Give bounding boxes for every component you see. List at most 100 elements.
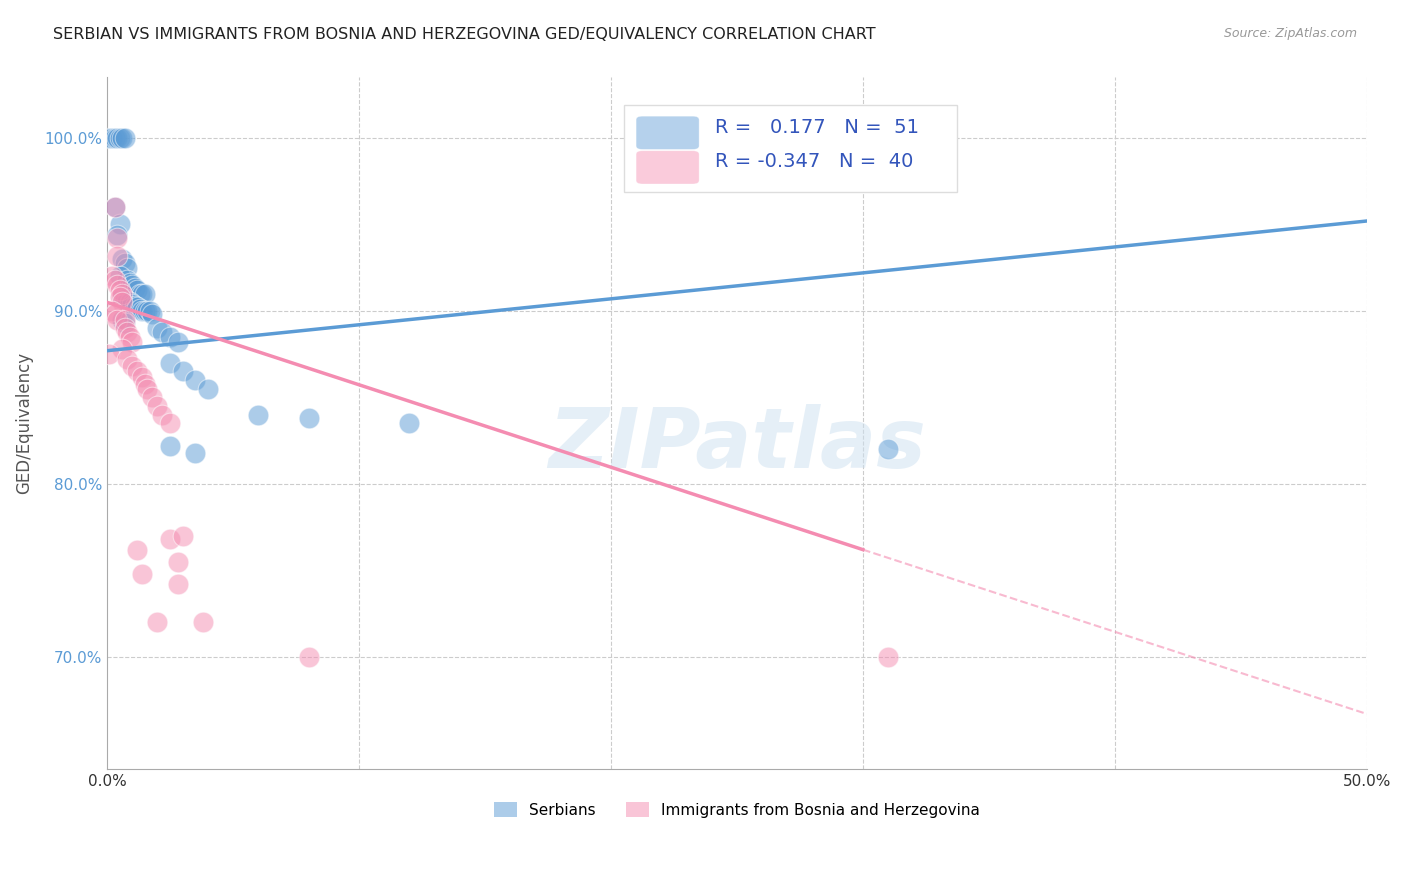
Point — [118, 277, 141, 291]
Text: SERBIAN VS IMMIGRANTS FROM BOSNIA AND HERZEGOVINA GED/EQUIVALENCY CORRELATION CH: SERBIAN VS IMMIGRANTS FROM BOSNIA AND HE… — [53, 27, 876, 42]
Point — [108, 269, 131, 284]
Text: R = -0.347   N =  40: R = -0.347 N = 40 — [716, 153, 914, 171]
Point — [166, 577, 188, 591]
Point — [297, 649, 319, 664]
Point — [98, 131, 121, 145]
Point — [166, 334, 188, 349]
Point — [127, 364, 149, 378]
Point — [134, 286, 156, 301]
Point — [103, 200, 125, 214]
Point — [146, 321, 169, 335]
Point — [136, 304, 159, 318]
Point — [128, 286, 150, 301]
FancyBboxPatch shape — [636, 116, 699, 149]
Point — [114, 292, 136, 306]
Point — [111, 252, 134, 266]
Point — [297, 411, 319, 425]
Point — [131, 286, 153, 301]
Point — [121, 297, 143, 311]
Point — [127, 283, 149, 297]
Point — [111, 312, 134, 326]
Point — [111, 131, 134, 145]
Point — [105, 312, 128, 326]
Point — [121, 359, 143, 374]
Point — [191, 615, 214, 630]
Point — [105, 278, 128, 293]
Point — [128, 302, 150, 317]
Point — [131, 304, 153, 318]
Point — [247, 408, 270, 422]
Point — [115, 325, 138, 339]
Point — [159, 417, 181, 431]
Legend: Serbians, Immigrants from Bosnia and Herzegovina: Serbians, Immigrants from Bosnia and Her… — [488, 796, 986, 824]
Point — [114, 131, 136, 145]
Point — [121, 278, 143, 293]
Point — [114, 255, 136, 269]
Point — [131, 369, 153, 384]
Point — [134, 376, 156, 391]
Point — [101, 131, 124, 145]
Y-axis label: GED/Equivalency: GED/Equivalency — [15, 352, 32, 494]
Point — [184, 446, 207, 460]
Point — [127, 301, 149, 315]
Point — [115, 273, 138, 287]
Point — [131, 566, 153, 581]
Point — [152, 325, 174, 339]
Point — [105, 131, 128, 145]
Point — [139, 304, 162, 318]
Point — [166, 555, 188, 569]
Point — [172, 364, 194, 378]
Point — [103, 131, 125, 145]
Point — [111, 342, 134, 356]
Point — [103, 273, 125, 287]
Point — [111, 290, 134, 304]
Point — [103, 200, 125, 214]
Point — [121, 334, 143, 349]
Point — [108, 218, 131, 232]
Point — [127, 542, 149, 557]
Point — [115, 260, 138, 275]
Point — [197, 382, 219, 396]
Point — [152, 408, 174, 422]
Point — [114, 316, 136, 330]
FancyBboxPatch shape — [623, 105, 957, 192]
Point — [136, 382, 159, 396]
Point — [159, 439, 181, 453]
Point — [134, 304, 156, 318]
Point — [103, 307, 125, 321]
Point — [108, 290, 131, 304]
Text: R =   0.177   N =  51: R = 0.177 N = 51 — [716, 118, 920, 136]
Point — [124, 281, 146, 295]
Point — [172, 529, 194, 543]
Point — [146, 615, 169, 630]
Point — [118, 295, 141, 310]
Point — [108, 283, 131, 297]
Point — [115, 352, 138, 367]
Point — [101, 269, 124, 284]
Point — [114, 312, 136, 326]
Point — [398, 417, 420, 431]
Point — [105, 227, 128, 242]
Point — [101, 304, 124, 318]
Point — [124, 299, 146, 313]
FancyBboxPatch shape — [636, 151, 699, 184]
Point — [877, 649, 900, 664]
Point — [105, 231, 128, 245]
Text: ZIPatlas: ZIPatlas — [548, 403, 925, 484]
Point — [159, 533, 181, 547]
Point — [146, 399, 169, 413]
Point — [118, 330, 141, 344]
Point — [159, 330, 181, 344]
Point — [114, 321, 136, 335]
Point — [105, 249, 128, 263]
Point — [184, 373, 207, 387]
Text: Source: ZipAtlas.com: Source: ZipAtlas.com — [1223, 27, 1357, 40]
Point — [111, 286, 134, 301]
Point — [877, 442, 900, 457]
Point — [111, 295, 134, 310]
Point — [159, 356, 181, 370]
Point — [98, 347, 121, 361]
Point — [141, 307, 163, 321]
Point — [108, 131, 131, 145]
Point — [141, 391, 163, 405]
